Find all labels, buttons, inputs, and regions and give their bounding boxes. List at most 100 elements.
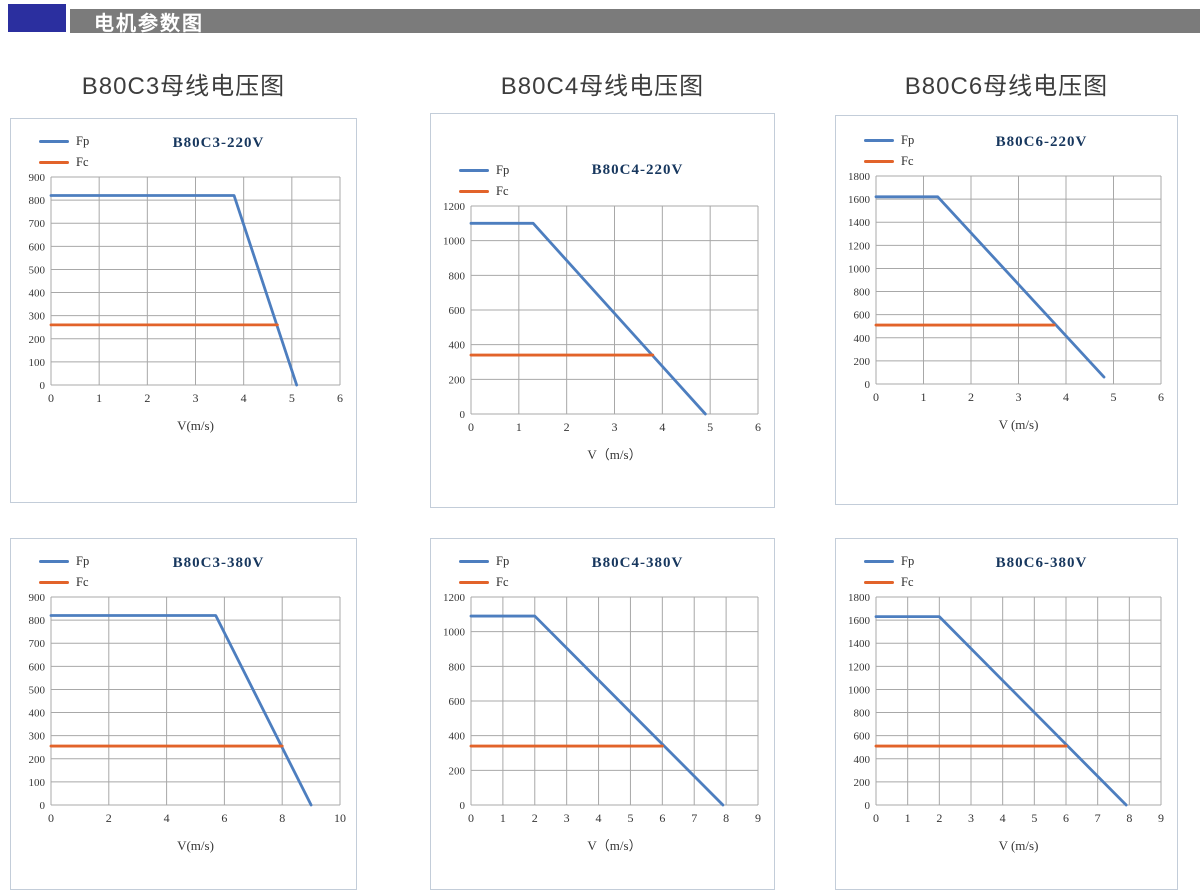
legend-label-fp: Fp <box>901 554 915 568</box>
svg-text:400: 400 <box>854 333 871 345</box>
svg-text:1600: 1600 <box>848 615 871 627</box>
fp-line-swatch <box>864 139 894 142</box>
svg-text:0: 0 <box>40 380 46 392</box>
svg-text:400: 400 <box>854 754 871 766</box>
legend-entry-fc: Fc <box>864 572 914 593</box>
chart-title: B80C3-220V <box>172 135 265 151</box>
chart-legend: Fp Fc <box>459 160 509 202</box>
chart-plot: 0 200 400 600 800 1000 1200 1400 1600 1800 0 1 2 3 4 5 6… <box>848 592 1164 853</box>
chart-panel-b80c3-220v: Fp Fc B80C3-220V 0 100 200 300 400 500 600 700 8… <box>10 118 357 503</box>
fp-line-swatch <box>459 169 489 172</box>
svg-text:500: 500 <box>29 684 46 696</box>
fc-line-swatch <box>39 581 69 584</box>
column-title-b80c6: B80C6母线电压图 <box>904 73 1109 100</box>
svg-text:2: 2 <box>144 391 150 405</box>
svg-text:3: 3 <box>193 391 199 405</box>
svg-text:4: 4 <box>164 811 170 825</box>
svg-text:800: 800 <box>29 615 46 627</box>
svg-text:4: 4 <box>241 391 247 405</box>
chart-legend: Fp Fc <box>459 551 509 593</box>
svg-text:2: 2 <box>968 390 974 404</box>
svg-text:6: 6 <box>659 811 665 825</box>
svg-text:1200: 1200 <box>443 201 466 213</box>
svg-text:5: 5 <box>1111 390 1117 404</box>
chart-legend: Fp Fc <box>864 551 914 593</box>
header-accent-block <box>8 4 66 32</box>
chart-title: B80C3-380V <box>172 555 265 571</box>
svg-text:0: 0 <box>40 800 46 812</box>
fc-line-swatch <box>864 581 894 584</box>
legend-entry-fc: Fc <box>864 151 914 172</box>
svg-text:0: 0 <box>468 811 474 825</box>
svg-text:700: 700 <box>29 218 46 230</box>
svg-text:0: 0 <box>460 800 466 812</box>
legend-entry-fp: Fp <box>39 551 89 572</box>
svg-text:2: 2 <box>532 811 538 825</box>
svg-text:800: 800 <box>854 287 871 299</box>
svg-text:800: 800 <box>449 270 466 282</box>
svg-text:800: 800 <box>449 661 466 673</box>
svg-text:9: 9 <box>755 811 761 825</box>
svg-text:1: 1 <box>500 811 506 825</box>
column-title-b80c4: B80C4母线电压图 <box>500 73 705 100</box>
svg-text:600: 600 <box>29 661 46 673</box>
svg-text:1200: 1200 <box>848 240 871 252</box>
header-bar: 电机参数图 <box>70 9 1200 35</box>
svg-text:800: 800 <box>854 708 871 720</box>
svg-text:100: 100 <box>29 777 46 789</box>
chart-title: B80C6-220V <box>995 134 1088 150</box>
legend-label-fc: Fc <box>76 155 89 169</box>
svg-text:1000: 1000 <box>443 236 466 248</box>
svg-text:5: 5 <box>707 420 713 434</box>
chart-plot: 0 100 200 300 400 500 600 700 800 900 0 1 2 3 4 5 6 V(m/s… <box>29 172 344 433</box>
svg-text:1: 1 <box>921 390 927 404</box>
svg-text:0: 0 <box>873 390 879 404</box>
svg-text:700: 700 <box>29 638 46 650</box>
svg-text:1200: 1200 <box>848 661 871 673</box>
svg-text:5: 5 <box>1031 811 1037 825</box>
legend-entry-fc: Fc <box>39 572 89 593</box>
chart-panel-b80c4-380v: Fp Fc B80C4-380V 0 200 400 600 800 1000 1200 0 1… <box>430 538 775 890</box>
svg-text:300: 300 <box>29 311 46 323</box>
svg-text:6: 6 <box>337 391 343 405</box>
legend-label-fp: Fp <box>901 133 915 147</box>
chart-legend: Fp Fc <box>39 131 89 173</box>
svg-text:1: 1 <box>516 420 522 434</box>
svg-text:600: 600 <box>449 305 466 317</box>
svg-text:6: 6 <box>1158 390 1164 404</box>
svg-text:V（m/s）: V（m/s） <box>587 838 641 853</box>
fp-line-swatch <box>864 560 894 563</box>
svg-text:2: 2 <box>564 420 570 434</box>
chart-legend: Fp Fc <box>864 130 914 172</box>
svg-text:V (m/s): V (m/s) <box>999 417 1039 432</box>
legend-label-fp: Fp <box>76 554 90 568</box>
svg-text:0: 0 <box>468 420 474 434</box>
legend-label-fp: Fp <box>496 554 510 568</box>
svg-text:7: 7 <box>1095 811 1101 825</box>
svg-text:2: 2 <box>106 811 112 825</box>
fc-line-swatch <box>39 161 69 164</box>
chart-title: B80C4-220V <box>591 162 684 178</box>
svg-text:400: 400 <box>449 340 466 352</box>
legend-entry-fp: Fp <box>39 131 89 152</box>
svg-text:6: 6 <box>221 811 227 825</box>
chart-plot: 0 200 400 600 800 1000 1200 0 1 2 3 4 5 6 7 8 9 V（m/s） <box>443 592 761 853</box>
chart-plot: 0 100 200 300 400 500 600 700 800 900 0 2 4 6 8 10 V(m/s… <box>29 592 347 853</box>
legend-entry-fp: Fp <box>864 130 914 151</box>
legend-label-fp: Fp <box>76 134 90 148</box>
fp-line-swatch <box>459 560 489 563</box>
legend-entry-fc: Fc <box>459 181 509 202</box>
svg-text:1600: 1600 <box>848 194 871 206</box>
svg-text:10: 10 <box>334 811 346 825</box>
svg-text:400: 400 <box>29 288 46 300</box>
svg-text:1000: 1000 <box>848 684 871 696</box>
svg-text:200: 200 <box>854 777 871 789</box>
fp-line-swatch <box>39 560 69 563</box>
svg-text:1: 1 <box>96 391 102 405</box>
svg-text:V（m/s）: V（m/s） <box>587 447 641 462</box>
svg-text:200: 200 <box>29 334 46 346</box>
chart-panel-b80c6-220v: Fp Fc B80C6-220V 0 200 400 600 800 1000 1200 14… <box>835 115 1178 505</box>
legend-entry-fc: Fc <box>459 572 509 593</box>
svg-text:200: 200 <box>854 356 871 368</box>
svg-text:600: 600 <box>854 310 871 322</box>
